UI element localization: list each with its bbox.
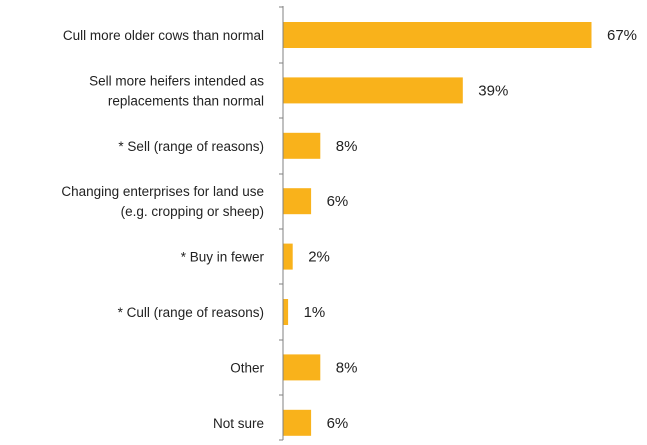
bar: [283, 22, 592, 48]
data-label: 67%: [607, 27, 637, 44]
bar: [283, 299, 289, 325]
category-label-line: * Cull (range of reasons): [118, 305, 264, 320]
bars-layer: [283, 22, 592, 436]
data-label: 6%: [327, 415, 349, 432]
labels-layer: 67% Cull more older cows than normal 39% Se…: [61, 27, 637, 432]
category-label: Sell more heifers intended as replacement…: [89, 73, 264, 108]
category-label-line: * Sell (range of reasons): [118, 139, 264, 154]
bar: [283, 188, 312, 215]
category-label-line: Not sure: [213, 416, 264, 431]
data-label: 1%: [304, 304, 326, 321]
category-label: * Buy in fewer: [181, 250, 265, 265]
data-label: 6%: [327, 193, 349, 210]
data-label: 8%: [336, 138, 358, 155]
data-label: 39%: [478, 82, 508, 99]
category-label-line: replacements than normal: [108, 93, 264, 108]
bar: [283, 409, 312, 436]
category-label: * Cull (range of reasons): [118, 305, 264, 320]
category-label: Other: [230, 360, 264, 375]
category-label: Changing enterprises for land use (e.g. c…: [61, 184, 264, 219]
bar: [283, 243, 293, 270]
category-label-line: Changing enterprises for land use: [61, 184, 264, 199]
category-label: Not sure: [213, 416, 264, 431]
data-label: 2%: [308, 249, 330, 266]
category-label: Cull more older cows than normal: [63, 28, 264, 43]
category-label-line: Cull more older cows than normal: [63, 28, 264, 43]
data-label: 8%: [336, 359, 358, 376]
category-label-line: * Buy in fewer: [181, 250, 265, 265]
category-label-line: Other: [230, 360, 264, 375]
axis-layer: [279, 6, 284, 441]
bar: [283, 354, 321, 381]
bar: [283, 132, 321, 159]
bar: [283, 77, 463, 104]
category-label-line: Sell more heifers intended as: [89, 73, 264, 88]
category-label-line: (e.g. cropping or sheep): [121, 204, 264, 219]
category-label: * Sell (range of reasons): [118, 139, 264, 154]
